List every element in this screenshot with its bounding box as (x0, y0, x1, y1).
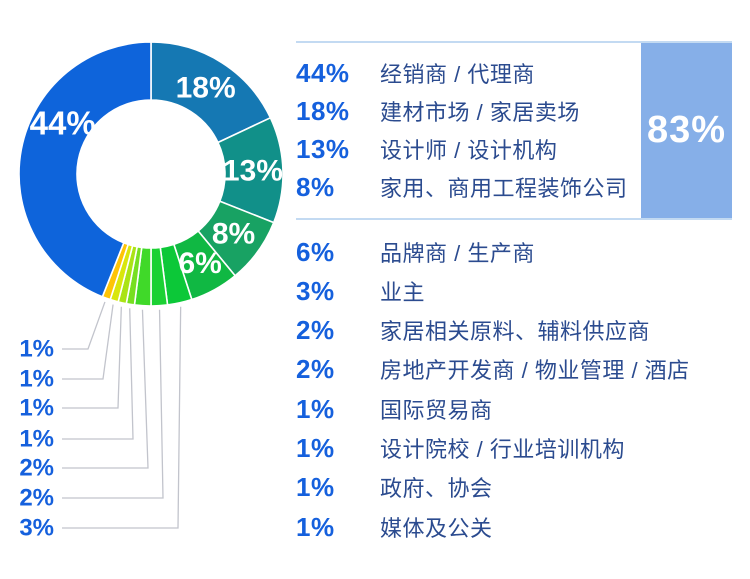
legend-row: 6% 品牌商 / 生产商 (296, 236, 535, 268)
legend-percent: 1% (296, 432, 335, 463)
slice-label: 44% (30, 105, 96, 142)
legend-percent: 44% (296, 57, 350, 88)
pie-slice (18, 41, 152, 298)
leader-line (62, 304, 114, 380)
callout-label: 2% (19, 455, 54, 482)
highlight-83-label: 83% (646, 109, 727, 151)
slice-label: 18% (176, 71, 236, 104)
callout-label: 3% (19, 515, 54, 542)
legend-row: 2% 房地产开发商 / 物业管理 / 酒店 (296, 353, 690, 385)
slice-label: 8% (212, 217, 255, 250)
legend-percent: 13% (296, 133, 350, 164)
legend-percent: 1% (296, 471, 335, 502)
callout-label: 1% (19, 426, 54, 453)
legend-label: 媒体及公关 (380, 516, 493, 541)
slice-label: 13% (223, 154, 283, 187)
legend-row: 1% 设计院校 / 行业培训机构 (296, 432, 625, 464)
legend-label: 国际贸易商 (380, 398, 493, 423)
legend-row: 18% 建材市场 / 家居卖场 (296, 95, 580, 127)
legend-row: 44% 经销商 / 代理商 (296, 57, 535, 89)
legend-percent: 1% (296, 393, 335, 424)
legend-percent: 2% (296, 314, 335, 345)
legend-label: 业主 (380, 280, 426, 305)
legend-label: 经销商 / 代理商 (380, 62, 535, 87)
divider-line-bottom (296, 218, 732, 220)
legend-percent: 1% (296, 511, 335, 542)
legend-label: 房地产开发商 / 物业管理 / 酒店 (380, 358, 690, 383)
legend-percent: 18% (296, 95, 350, 126)
legend-percent: 8% (296, 171, 335, 202)
legend-percent: 2% (296, 353, 335, 384)
callout-label: 1% (19, 366, 54, 393)
legend-row: 13% 设计师 / 设计机构 (296, 133, 557, 165)
legend-row: 1% 政府、协会 (296, 471, 493, 503)
legend-label: 设计院校 / 行业培训机构 (380, 437, 625, 462)
legend-row: 1% 国际贸易商 (296, 393, 493, 425)
callout-label: 1% (19, 395, 54, 422)
leader-line (62, 306, 122, 409)
leader-line (62, 306, 182, 529)
donut-chart: 18%13%8%6%44%1%1%1%1%2%2%3% (18, 41, 284, 542)
legend-label: 家用、商用工程装饰公司 (380, 176, 628, 201)
legend-row: 8% 家用、商用工程装饰公司 (296, 171, 628, 203)
callout-label: 1% (19, 336, 54, 363)
slice-label: 6% (178, 247, 221, 280)
callout-label: 2% (19, 485, 54, 512)
legend-row: 1% 媒体及公关 (296, 511, 493, 543)
leader-line (62, 309, 149, 469)
legend-percent: 6% (296, 236, 335, 267)
legend-row: 3% 业主 (296, 275, 425, 307)
leader-line (62, 308, 134, 440)
legend-label: 品牌商 / 生产商 (380, 241, 535, 266)
leader-line (62, 309, 164, 499)
legend-label: 政府、协会 (380, 476, 493, 501)
legend-row: 2% 家居相关原料、辅料供应商 (296, 314, 650, 346)
legend-label: 家居相关原料、辅料供应商 (380, 319, 651, 344)
leader-line (62, 301, 106, 350)
legend-percent: 3% (296, 275, 335, 306)
divider-line-top (296, 41, 732, 43)
highlight-83-box: 83% (641, 43, 732, 218)
legend-label: 建材市场 / 家居卖场 (380, 100, 580, 125)
legend-label: 设计师 / 设计机构 (380, 138, 558, 163)
